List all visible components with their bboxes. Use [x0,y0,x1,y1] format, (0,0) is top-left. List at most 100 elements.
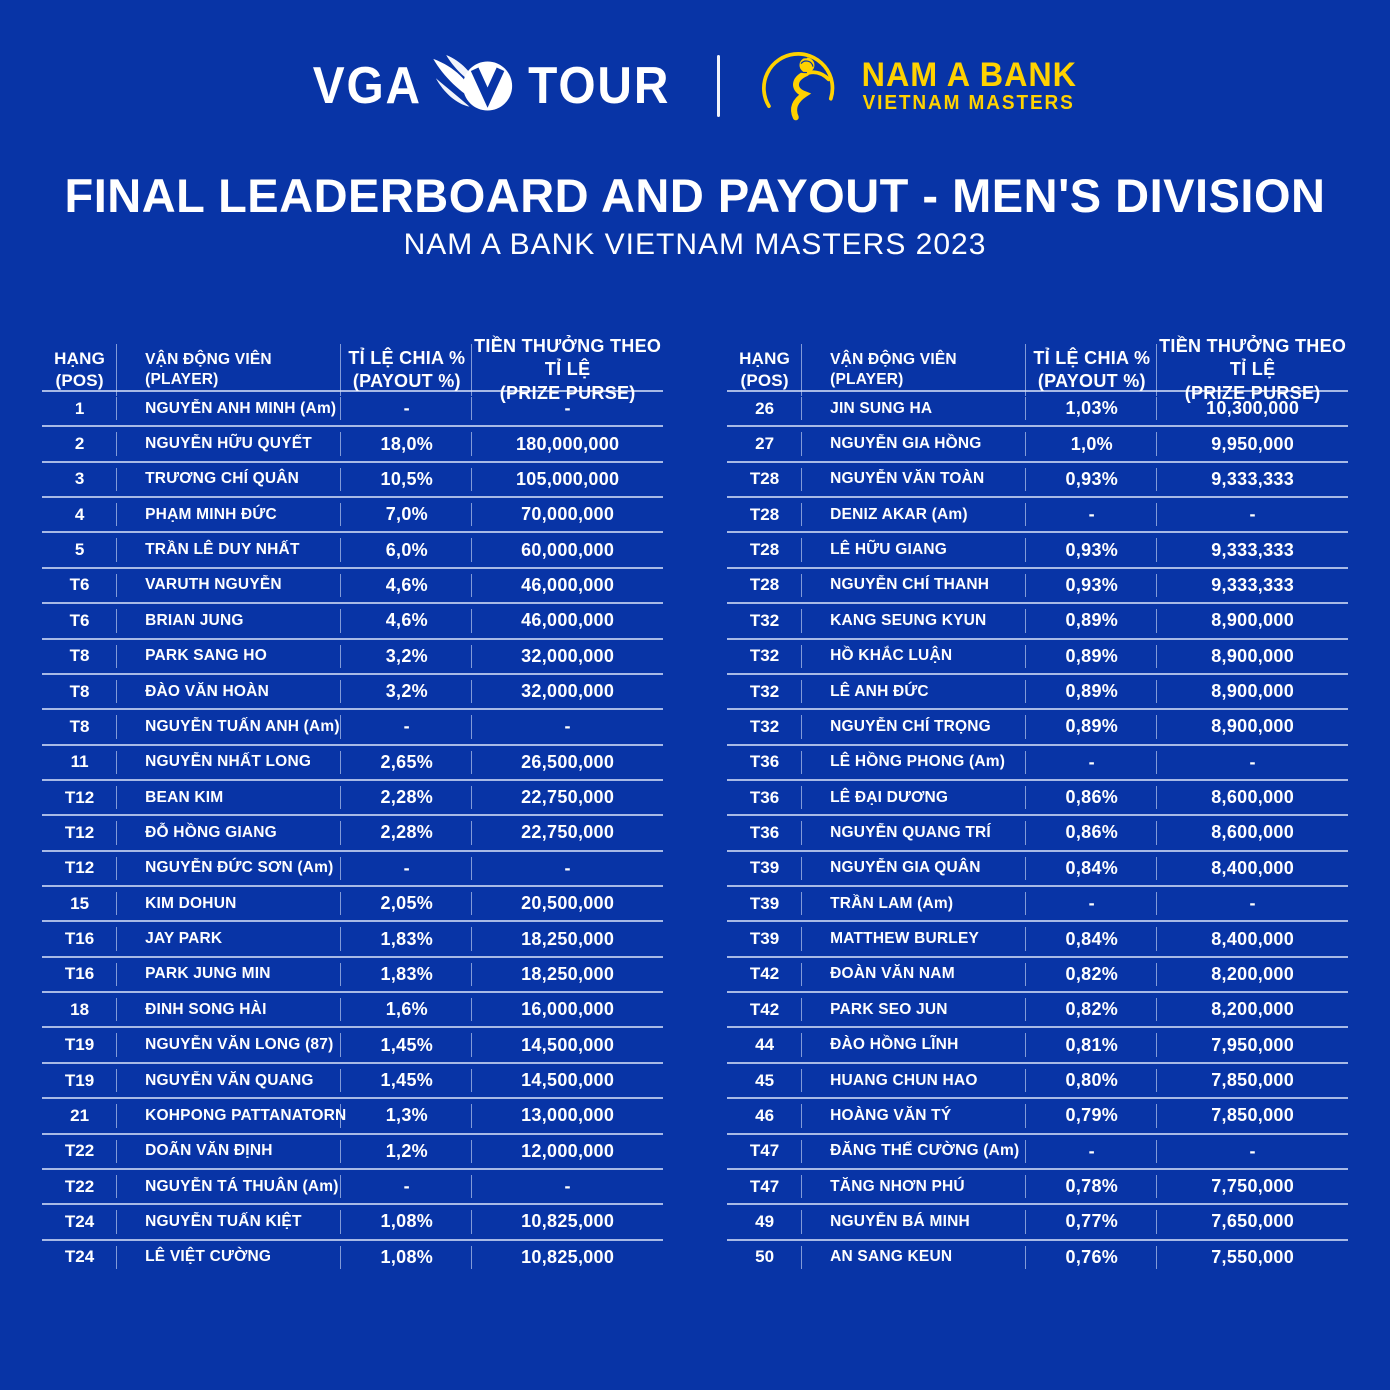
pos-cell: 27 [727,427,803,460]
player-cell: PARK JUNG MIN [117,958,342,991]
pos-cell: 26 [727,392,803,425]
pos-cell: T28 [727,569,803,602]
payout-cell: 4,6% [341,604,473,637]
prize-cell: 13,000,000 [521,1105,615,1126]
player-cell: NGUYỄN CHÍ TRỌNG [802,710,1027,743]
prize-cell: 9,333,333 [1211,574,1295,595]
payout-cell: 3,2% [341,675,473,708]
header-prize: TIỀN THƯỞNG THEO TỈ LỆ (PRIZE PURSE) [1159,336,1347,403]
player-cell: TRẦN LÊ DUY NHẤT [117,533,342,566]
table-row: T19 NGUYỄN VĂN QUANG 1,45% 14,500,000 [42,1061,663,1097]
pos-cell: 21 [42,1099,118,1132]
pos-cell: T32 [727,604,803,637]
pos-cell: T16 [42,958,118,991]
payout-cell: 0,86% [1026,816,1158,849]
payout-cell: - [1026,746,1158,779]
player-cell: JAY PARK [117,922,342,955]
table-row: T19 NGUYỄN VĂN LONG (87) 1,45% 14,500,00… [42,1026,663,1061]
player-cell: NGUYỄN BÁ MINH [802,1205,1027,1238]
header-player: VẬN ĐỘNG VIÊN (PLAYER) [802,335,1027,405]
player-cell: NGUYỄN ANH MINH (Am) [117,392,342,425]
table-row: T36 NGUYỄN QUANG TRÍ 0,86% 8,600,000 [727,814,1348,849]
player-cell: HỒ KHẮC LUẬN [802,640,1027,673]
player-cell: PARK SEO JUN [802,993,1027,1026]
payout-cell: 1,45% [341,1028,473,1061]
payout-cell: 2,28% [341,781,473,814]
vga-tour-logo: VGA TOUR [308,51,677,121]
table-row: 3 TRƯƠNG CHÍ QUÂN 10,5% 105,000,000 [42,460,663,496]
payout-cell: 0,89% [1026,675,1158,708]
table-row: T28 NGUYỄN CHÍ THANH 0,93% 9,333,333 [727,566,1348,602]
payout-cell: 1,45% [341,1064,473,1097]
table-row: T24 NGUYỄN TUẤN KIỆT 1,08% 10,825,000 [42,1203,663,1238]
table-row: T32 LÊ ANH ĐỨC 0,89% 8,900,000 [727,672,1348,708]
table-row: 44 ĐÀO HỒNG LĨNH 0,81% 7,950,000 [727,1026,1348,1061]
player-cell: ĐÀO HỒNG LĨNH [802,1028,1027,1061]
prize-cell: 46,000,000 [521,610,615,631]
payout-cell: 0,86% [1026,781,1158,814]
pos-cell: T28 [727,498,803,531]
payout-cell: 0,78% [1026,1170,1158,1203]
prize-cell: 8,900,000 [1211,716,1295,737]
pos-cell: T6 [42,604,118,637]
player-cell: KOHPONG PATTANATORN [117,1099,346,1132]
pos-cell: T39 [727,852,803,885]
prize-cell: 26,500,000 [521,751,615,772]
prize-cell: 8,200,000 [1211,999,1295,1020]
payout-cell: 1,2% [341,1135,473,1168]
prize-cell: 180,000,000 [515,433,620,454]
player-cell: VARUTH NGUYỄN [117,569,342,602]
pos-cell: T22 [42,1135,118,1168]
table-row: T28 NGUYỄN VĂN TOÀN 0,93% 9,333,333 [727,460,1348,496]
prize-cell: 32,000,000 [521,681,615,702]
payout-cell: - [341,852,473,885]
pos-cell: T42 [727,958,803,991]
pos-cell: 1 [42,392,118,425]
pos-cell: 45 [727,1064,803,1097]
player-cell: NGUYỄN ĐỨC SƠN (Am) [117,852,342,885]
prize-cell: 14,500,000 [521,1034,615,1055]
player-cell: NGUYỄN TUẤN KIỆT [117,1205,342,1238]
payout-cell: 0,80% [1026,1064,1158,1097]
table-row: T12 ĐỖ HỒNG GIANG 2,28% 22,750,000 [42,814,663,849]
payout-cell: 0,93% [1026,463,1158,496]
player-cell: DENIZ AKAR (Am) [802,498,1027,531]
prize-cell: 8,600,000 [1211,822,1295,843]
table-row: 5 TRẦN LÊ DUY NHẤT 6,0% 60,000,000 [42,531,663,566]
payout-cell: 1,0% [1026,427,1158,460]
player-cell: KANG SEUNG KYUN [802,604,1027,637]
table-row: 15 KIM DOHUN 2,05% 20,500,000 [42,885,663,920]
payout-cell: 0,93% [1026,533,1158,566]
prize-cell: 9,950,000 [1211,433,1295,454]
prize-cell: 70,000,000 [521,504,615,525]
prize-cell: 105,000,000 [515,468,620,489]
player-cell: BRIAN JUNG [117,604,342,637]
table-row: T8 ĐÀO VĂN HOÀN 3,2% 32,000,000 [42,672,663,708]
prize-cell: 7,950,000 [1211,1034,1295,1055]
pos-cell: T47 [727,1170,803,1203]
prize-cell: - [1249,1140,1256,1161]
pos-cell: T36 [727,781,803,814]
prize-cell: 10,825,000 [521,1211,615,1232]
table-row: T39 NGUYỄN GIA QUÂN 0,84% 8,400,000 [727,849,1348,885]
player-cell: JIN SUNG HA [802,392,1027,425]
payout-cell: - [1026,498,1158,531]
table-row: T32 NGUYỄN CHÍ TRỌNG 0,89% 8,900,000 [727,708,1348,743]
prize-cell: 10,300,000 [1206,398,1300,419]
pos-cell: 15 [42,887,118,920]
payout-cell: 0,76% [1026,1241,1158,1274]
player-cell: LÊ ĐẠI DƯƠNG [802,781,1027,814]
table-row: T16 PARK JUNG MIN 1,83% 18,250,000 [42,955,663,991]
table-row: T36 LÊ HỒNG PHONG (Am) - - [727,743,1348,779]
prize-cell: 7,750,000 [1211,1176,1295,1197]
prize-cell: 8,900,000 [1211,645,1295,666]
table-row: T42 ĐOÀN VĂN NAM 0,82% 8,200,000 [727,955,1348,991]
player-cell: LÊ HỒNG PHONG (Am) [802,746,1027,779]
player-cell: NGUYỄN TÁ THUÂN (Am) [117,1170,342,1203]
payout-cell: 0,81% [1026,1028,1158,1061]
table-row: T32 HỒ KHẮC LUẬN 0,89% 8,900,000 [727,637,1348,673]
player-cell: MATTHEW BURLEY [802,922,1027,955]
prize-cell: - [1249,751,1256,772]
prize-cell: 9,333,333 [1211,468,1295,489]
